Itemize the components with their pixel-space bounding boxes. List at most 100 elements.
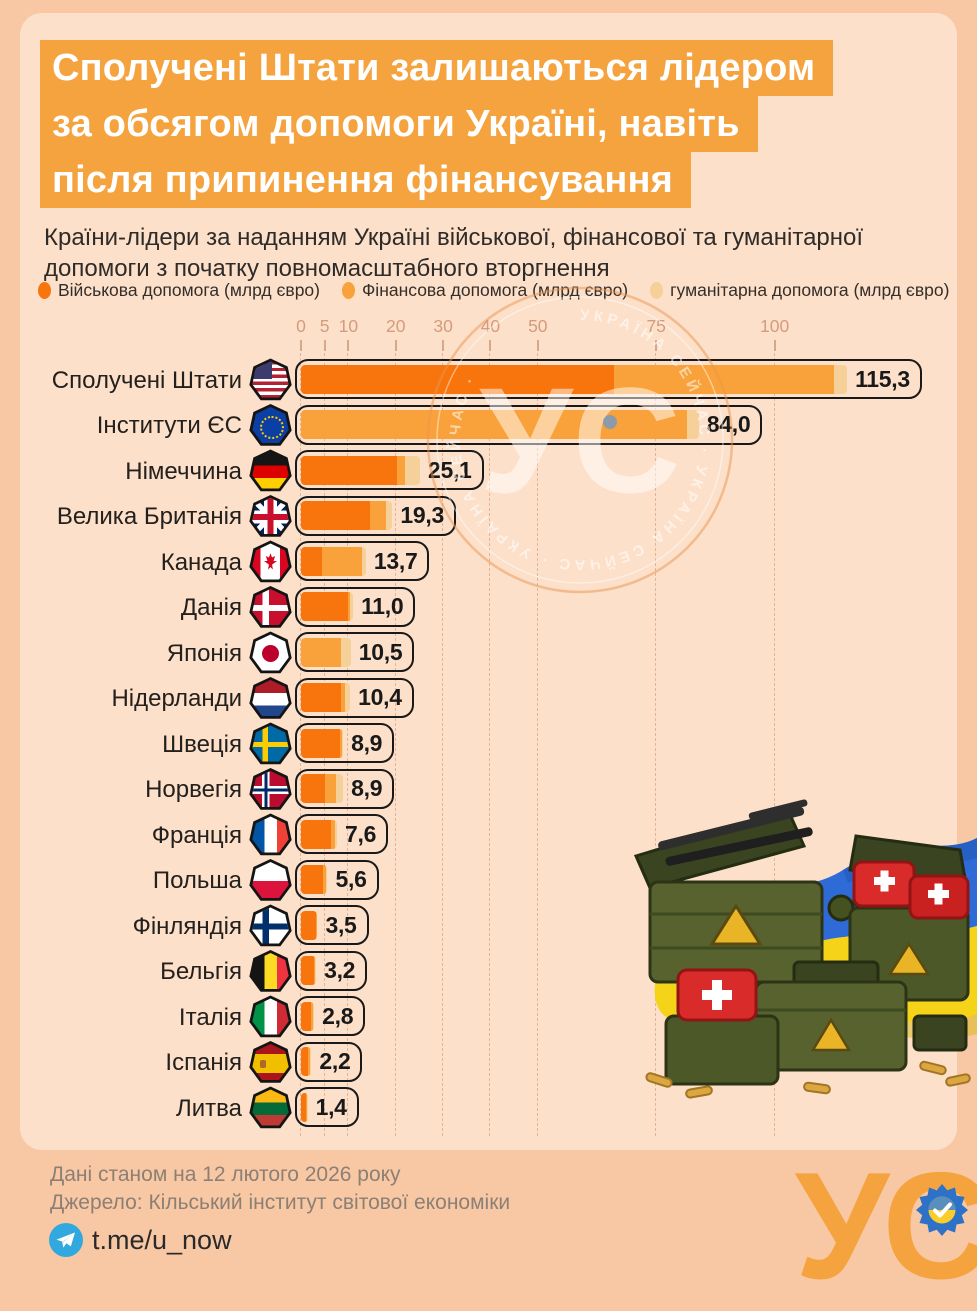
- country-label: Данія: [180, 594, 242, 621]
- france-flag: [252, 816, 289, 853]
- sweden-flag: [252, 725, 289, 762]
- poland-flag-icon: [249, 858, 292, 901]
- telegram-handle: t.me/u_now: [92, 1224, 232, 1255]
- axis-tick-mark: [323, 340, 326, 351]
- bar-segments: [301, 637, 351, 667]
- gridline: [347, 353, 349, 1136]
- denmark-flag-icon: [249, 585, 292, 628]
- bar-frame: 115,3: [295, 359, 922, 399]
- eu-flag-icon: [249, 403, 292, 446]
- legend-label: Військова допомога (млрд євро): [58, 280, 320, 300]
- bar-segment-financial: [339, 728, 342, 758]
- spain-flag: [252, 1044, 289, 1081]
- finland-flag: [252, 907, 289, 944]
- country-label: Інститути ЄС: [96, 412, 242, 439]
- bar-segment-financial: [311, 1001, 314, 1031]
- bar-segment-humanitarian: [350, 592, 354, 621]
- source-note: Джерело: Кільський інститут світової еко…: [50, 1191, 511, 1214]
- bar-segment-financial: [322, 865, 326, 894]
- country-label: Франція: [151, 821, 242, 849]
- bar-frame: 5,6: [295, 859, 379, 900]
- bar-segment-humanitarian: [385, 501, 393, 530]
- bar-value: 8,9: [351, 775, 383, 801]
- eu-flag: [252, 407, 289, 444]
- country-label: Італія: [178, 1003, 242, 1031]
- country-label: Фінляндія: [132, 912, 242, 940]
- legend-item-financial: Фінансова допомога (млрд євро): [342, 280, 628, 301]
- bar-value: 2,2: [319, 1048, 351, 1074]
- bar-segments: [301, 728, 344, 758]
- bar-segments: [301, 1001, 315, 1031]
- subtitle: Країни-лідери за наданням Україні військ…: [44, 224, 864, 282]
- bar-segment-financial: [308, 1047, 310, 1076]
- bar-segment-military: [301, 956, 314, 985]
- belgium-flag-icon: [249, 949, 292, 992]
- gridline: [773, 353, 775, 1136]
- italy-flag-icon: [249, 995, 292, 1038]
- bar-value: 10,4: [358, 684, 402, 710]
- chart-legend: Військова допомога (млрд євро) Фінансова…: [38, 280, 949, 301]
- bar-segment-humanitarian: [316, 910, 318, 940]
- bar-segment-military: [301, 364, 614, 394]
- telegram-icon: [49, 1223, 83, 1257]
- bar-segment-financial: [325, 774, 336, 803]
- country-label: Сполучені Штати: [51, 366, 242, 394]
- bar-segments: [301, 364, 848, 394]
- bar-segment-humanitarian: [361, 546, 366, 576]
- bar-segment-humanitarian: [341, 637, 351, 667]
- bar-segment-military: [301, 592, 348, 621]
- military-legend-dot-icon: [38, 282, 51, 299]
- gridline: [489, 353, 491, 1136]
- chart-row: Норвегія 8,9: [0, 767, 977, 813]
- chart-row: Франція 7,6: [0, 813, 977, 858]
- japan-flag: [252, 634, 289, 671]
- bar-segment-financial: [369, 501, 386, 530]
- gridline: [300, 353, 301, 1136]
- country-label: Нідерланди: [111, 685, 242, 712]
- bar-segment-military: [301, 1047, 309, 1076]
- bar-frame: 8,9: [295, 768, 395, 809]
- bar-segment-humanitarian: [307, 1092, 308, 1122]
- spain-flag-icon: [249, 1040, 292, 1083]
- bar-frame: 3,2: [295, 950, 368, 991]
- bar-segment-military: [301, 683, 341, 712]
- brand-badge-icon: [916, 1184, 968, 1236]
- canada-flag: [252, 543, 289, 580]
- bar-frame: 3,5: [295, 905, 369, 945]
- legend-label: гуманітарна допомога (млрд євро): [670, 280, 950, 300]
- axis-tick-label: 5: [319, 316, 330, 336]
- country-label: Німеччина: [125, 457, 242, 485]
- axis-tick-label: 30: [433, 316, 453, 336]
- lithuania-flag-icon: [249, 1086, 292, 1129]
- country-label: Іспанія: [165, 1049, 242, 1076]
- bar-segment-military: [301, 819, 332, 849]
- chart-row: Італія 2,8: [0, 995, 977, 1040]
- denmark-flag: [252, 589, 289, 626]
- chart-row: Бельгія 3,2: [0, 949, 977, 995]
- country-label: Канада: [160, 548, 242, 576]
- humanitarian-legend-dot-icon: [650, 282, 664, 299]
- bar-frame: 2,8: [295, 996, 366, 1036]
- bar-frame: 10,4: [295, 677, 414, 718]
- financial-legend-dot-icon: [342, 282, 355, 299]
- axis-tick-label: 50: [528, 316, 548, 336]
- usa-flag-icon: [249, 358, 292, 401]
- bar-segment-military: [301, 546, 323, 576]
- japan-flag-icon: [249, 631, 292, 674]
- bar-segments: [301, 956, 317, 985]
- bar-value: 84,0: [706, 411, 751, 437]
- bar-value: 10,5: [358, 638, 403, 665]
- bar-value: 7,6: [344, 820, 377, 847]
- bar-segment-financial: [306, 1092, 308, 1122]
- norway-flag-icon: [249, 767, 292, 810]
- chart-row: Велика Британія 19,3: [0, 494, 977, 540]
- gridline: [442, 353, 444, 1136]
- axis-tick-mark: [347, 340, 350, 351]
- bar-segment-financial: [313, 956, 316, 985]
- bar-segment-military: [301, 728, 340, 758]
- uk-flag-icon: [249, 494, 292, 537]
- bar-value: 19,3: [400, 502, 444, 528]
- telegram-link[interactable]: t.me/u_now: [48, 1222, 232, 1258]
- country-label: Норвегія: [145, 776, 242, 803]
- chart-row: Сполучені Штати 115,3: [0, 358, 977, 403]
